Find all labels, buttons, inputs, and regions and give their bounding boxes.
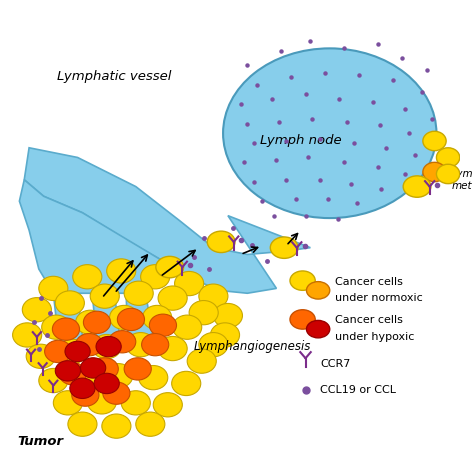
Ellipse shape [72, 384, 99, 406]
Ellipse shape [55, 291, 84, 315]
Ellipse shape [71, 365, 100, 390]
Ellipse shape [73, 264, 102, 289]
Ellipse shape [42, 315, 71, 339]
Ellipse shape [76, 310, 105, 335]
Ellipse shape [70, 378, 95, 399]
Ellipse shape [199, 333, 228, 357]
Ellipse shape [59, 363, 86, 385]
Ellipse shape [423, 131, 446, 151]
Ellipse shape [92, 335, 121, 359]
Ellipse shape [13, 323, 42, 347]
Ellipse shape [139, 365, 168, 390]
Ellipse shape [39, 276, 68, 301]
Ellipse shape [103, 382, 130, 404]
Ellipse shape [45, 340, 72, 363]
Ellipse shape [149, 314, 176, 337]
Ellipse shape [307, 282, 330, 299]
Ellipse shape [90, 284, 119, 308]
Ellipse shape [39, 368, 68, 392]
Ellipse shape [83, 311, 110, 334]
Ellipse shape [136, 412, 165, 436]
Ellipse shape [158, 286, 187, 310]
Ellipse shape [290, 271, 315, 291]
Ellipse shape [126, 333, 155, 357]
Ellipse shape [54, 391, 82, 415]
Ellipse shape [109, 305, 139, 329]
Text: Cancer cells: Cancer cells [335, 315, 402, 326]
Text: Lymphangiogenesis: Lymphangiogenesis [194, 340, 311, 353]
Ellipse shape [102, 414, 131, 438]
Ellipse shape [173, 315, 202, 339]
Text: under hypoxic: under hypoxic [335, 332, 414, 342]
Ellipse shape [142, 334, 169, 356]
Ellipse shape [121, 391, 150, 415]
Text: Lymph node: Lymph node [260, 135, 341, 147]
Ellipse shape [55, 361, 81, 381]
Ellipse shape [213, 303, 243, 328]
Text: under normoxic: under normoxic [335, 293, 422, 303]
Ellipse shape [189, 301, 218, 325]
Text: Tumor: Tumor [18, 435, 64, 448]
Ellipse shape [270, 237, 298, 258]
Ellipse shape [141, 264, 170, 289]
Text: Lym
met: Lym met [452, 169, 474, 191]
Ellipse shape [290, 310, 315, 329]
Ellipse shape [403, 176, 431, 197]
Ellipse shape [109, 330, 136, 353]
Ellipse shape [76, 334, 103, 356]
Text: CCR7: CCR7 [320, 359, 350, 369]
Polygon shape [19, 180, 160, 361]
Text: Cancer cells: Cancer cells [335, 277, 402, 287]
Ellipse shape [423, 162, 446, 182]
Ellipse shape [68, 412, 97, 436]
Ellipse shape [104, 364, 133, 388]
Ellipse shape [52, 318, 80, 340]
Ellipse shape [158, 337, 187, 361]
Ellipse shape [94, 373, 119, 393]
Ellipse shape [58, 339, 87, 364]
Ellipse shape [22, 298, 51, 322]
Text: Lymphatic vessel: Lymphatic vessel [57, 71, 172, 83]
Ellipse shape [156, 256, 183, 278]
Ellipse shape [207, 231, 235, 253]
Ellipse shape [223, 48, 437, 218]
Ellipse shape [437, 148, 460, 167]
Polygon shape [24, 148, 310, 293]
Ellipse shape [107, 259, 136, 283]
Ellipse shape [91, 358, 118, 380]
Ellipse shape [437, 164, 460, 183]
Ellipse shape [118, 308, 145, 330]
Ellipse shape [81, 358, 106, 378]
Ellipse shape [87, 390, 117, 414]
Ellipse shape [187, 349, 216, 373]
Ellipse shape [124, 358, 151, 380]
Ellipse shape [143, 305, 172, 329]
Ellipse shape [96, 337, 121, 357]
Ellipse shape [174, 272, 204, 296]
Ellipse shape [199, 284, 228, 308]
Ellipse shape [124, 281, 153, 305]
Ellipse shape [26, 344, 55, 368]
Ellipse shape [210, 323, 239, 347]
Ellipse shape [307, 320, 330, 338]
Ellipse shape [172, 371, 201, 396]
Text: CCL19 or CCL: CCL19 or CCL [320, 385, 396, 395]
Ellipse shape [65, 341, 90, 362]
Ellipse shape [153, 392, 182, 417]
